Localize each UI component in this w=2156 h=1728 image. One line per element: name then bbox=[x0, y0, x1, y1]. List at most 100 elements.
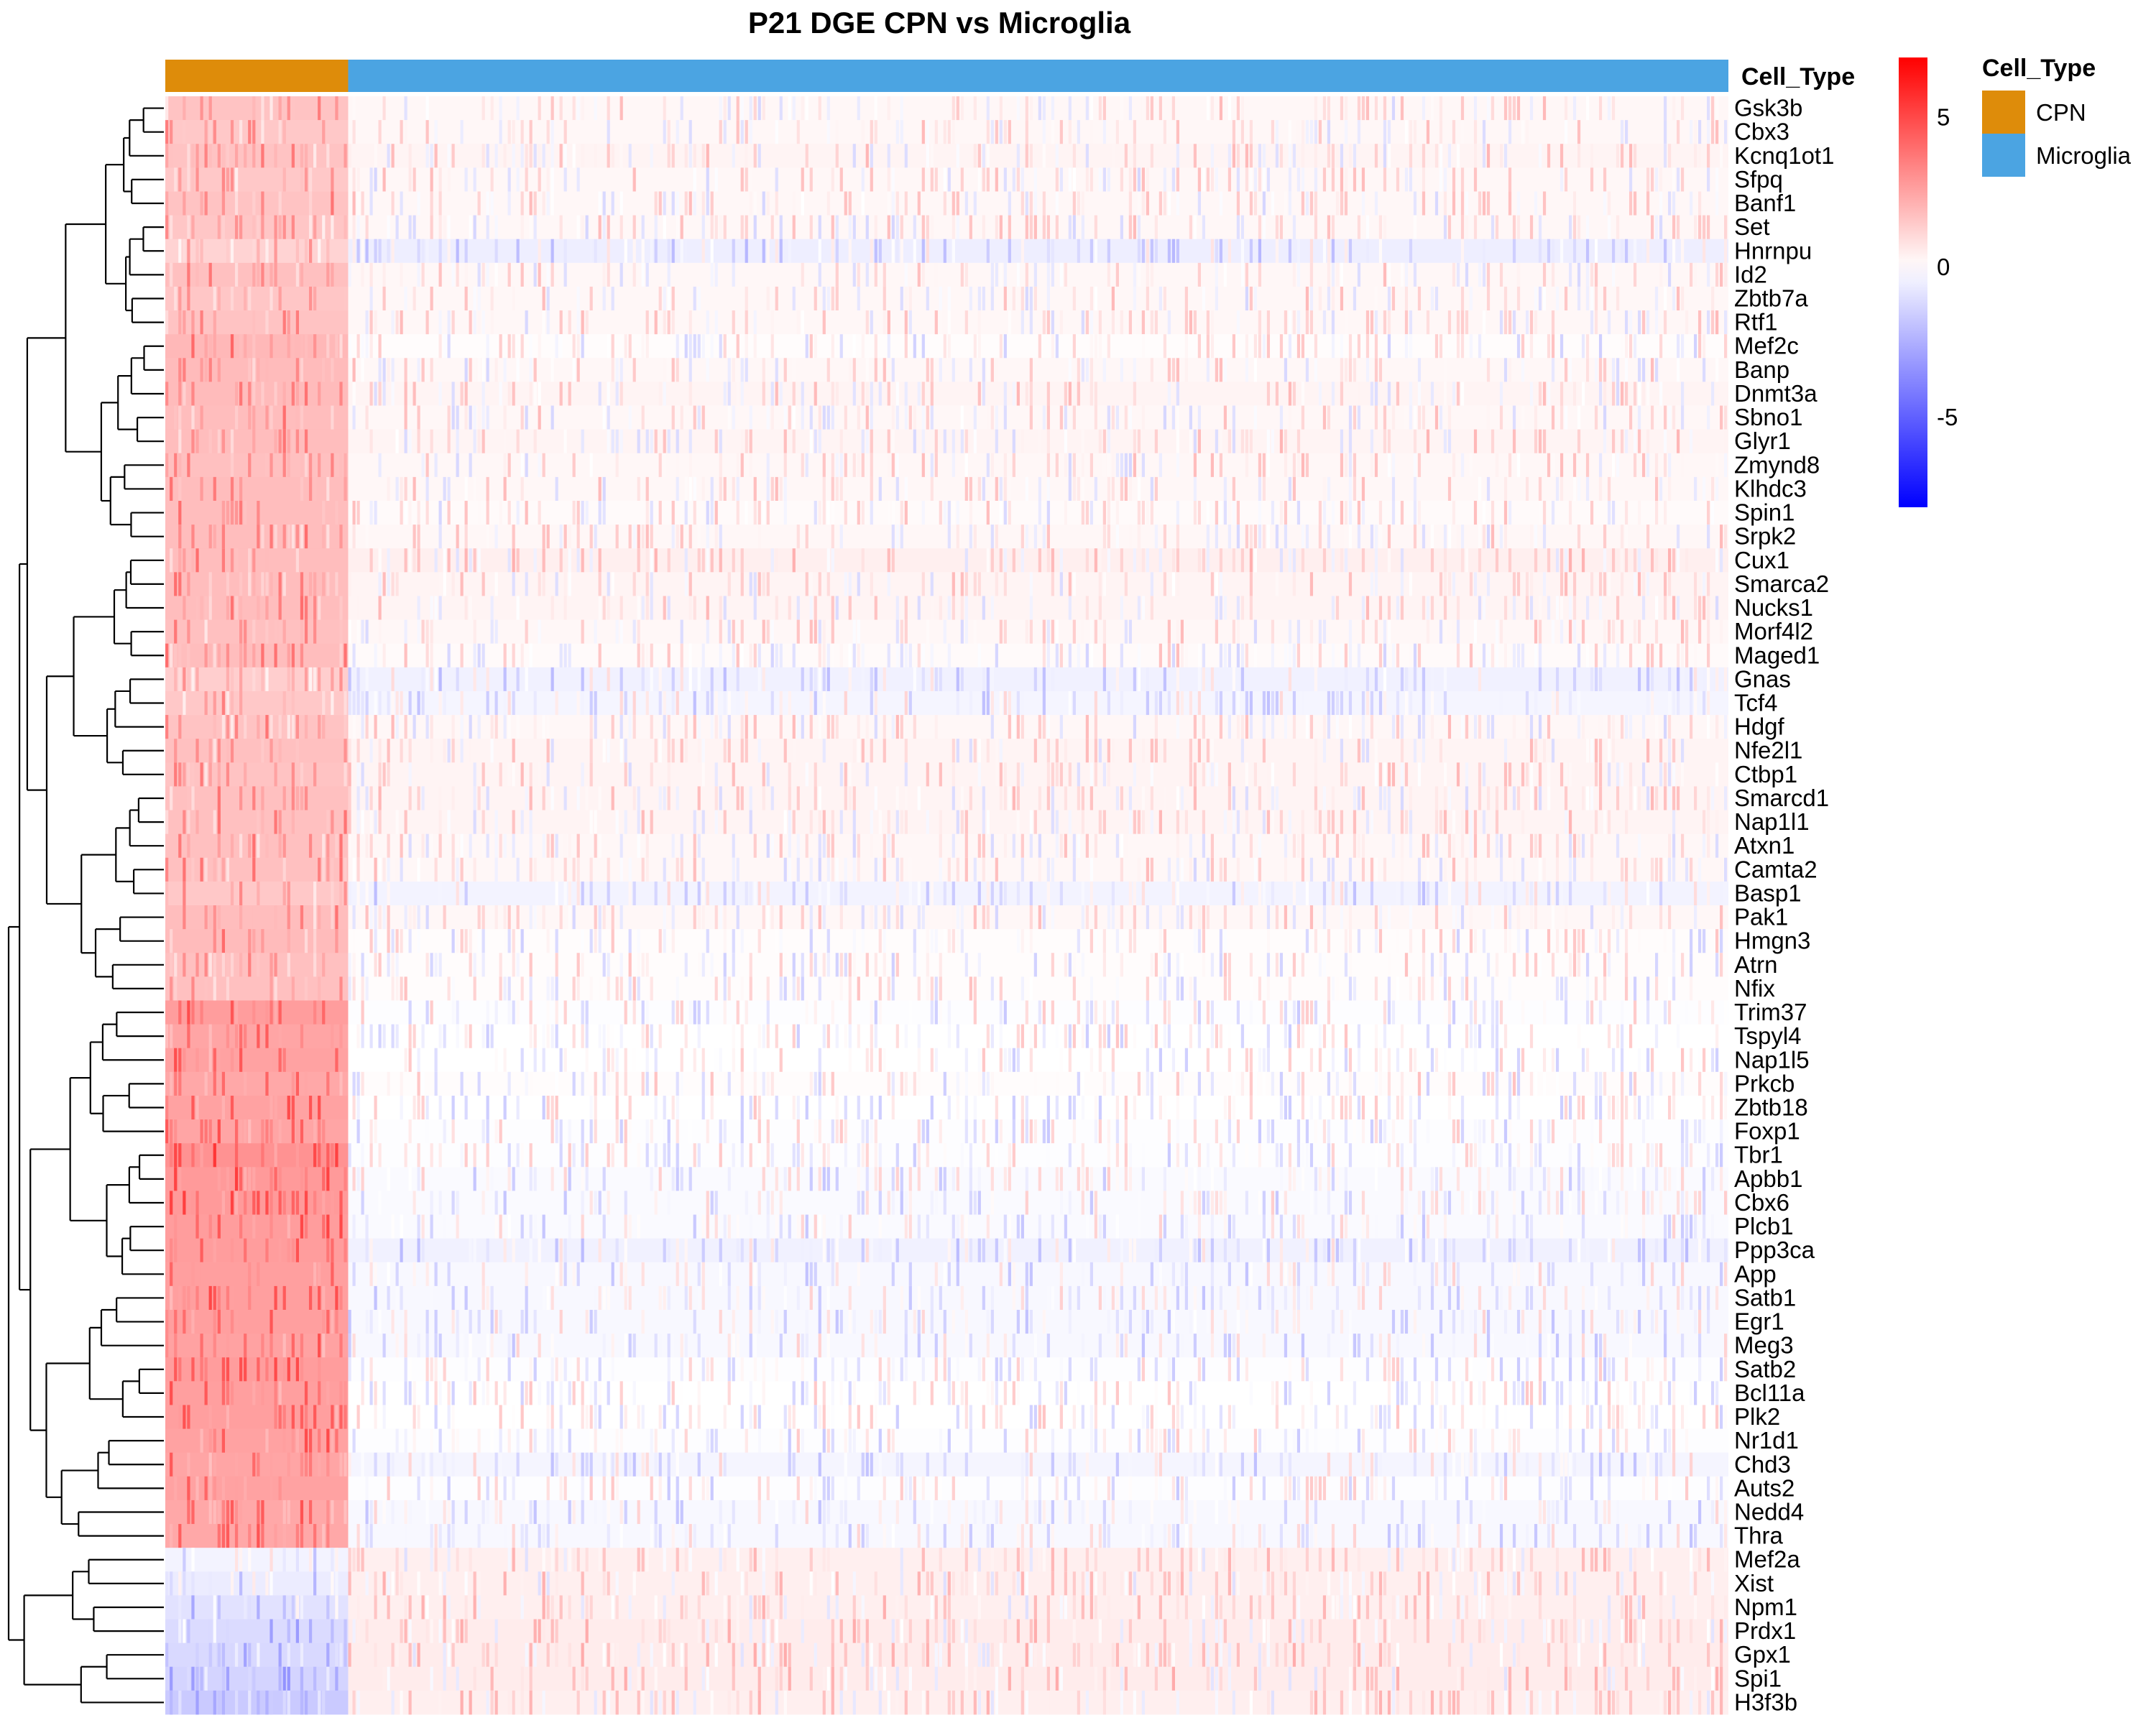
heatmap-cell bbox=[1237, 216, 1240, 240]
heatmap-cell bbox=[668, 715, 671, 739]
heatmap-cell bbox=[767, 477, 770, 502]
heatmap-cell bbox=[767, 287, 770, 311]
heatmap-cell bbox=[391, 572, 394, 596]
heatmap-cell bbox=[1672, 287, 1675, 311]
heatmap-cell bbox=[564, 120, 567, 144]
heatmap-cell bbox=[1565, 929, 1567, 953]
heatmap-cell bbox=[853, 929, 856, 953]
heatmap-cell bbox=[866, 358, 869, 382]
heatmap-cell bbox=[1207, 548, 1210, 573]
heatmap-cell bbox=[1487, 406, 1490, 430]
heatmap-cell bbox=[819, 572, 821, 596]
heatmap-cell bbox=[265, 358, 268, 382]
heatmap-cell bbox=[1375, 406, 1378, 430]
heatmap-cell bbox=[1444, 430, 1447, 454]
heatmap-cell bbox=[1409, 691, 1412, 716]
heatmap-cell bbox=[853, 382, 856, 406]
heatmap-cell bbox=[1401, 762, 1404, 787]
heatmap-cell bbox=[676, 691, 679, 716]
heatmap-cell bbox=[831, 548, 834, 573]
heatmap-cell bbox=[335, 572, 338, 596]
heatmap-row bbox=[165, 501, 1728, 525]
heatmap-cell bbox=[1099, 310, 1102, 335]
heatmap-cell bbox=[849, 667, 852, 692]
heatmap-cell bbox=[187, 287, 190, 311]
heatmap-cell bbox=[573, 358, 576, 382]
heatmap-cell bbox=[1323, 501, 1326, 525]
heatmap-cell bbox=[348, 572, 351, 596]
heatmap-cell bbox=[741, 739, 744, 763]
heatmap-cell bbox=[775, 929, 778, 953]
heatmap-cell bbox=[745, 715, 748, 739]
heatmap-cell bbox=[1332, 501, 1335, 525]
heatmap-cell bbox=[218, 739, 221, 763]
heatmap-cell bbox=[1508, 620, 1511, 644]
heatmap-cell bbox=[287, 96, 290, 121]
heatmap-cell bbox=[1327, 239, 1330, 264]
heatmap-cell bbox=[1293, 382, 1296, 406]
heatmap-cell bbox=[995, 905, 998, 930]
heatmap-cell bbox=[348, 834, 351, 859]
heatmap-cell bbox=[620, 905, 623, 930]
heatmap-cell bbox=[1715, 548, 1718, 573]
heatmap-cell bbox=[1000, 96, 1003, 121]
heatmap-cell bbox=[1176, 167, 1179, 192]
heatmap-cell bbox=[711, 334, 714, 359]
heatmap-cell bbox=[1181, 786, 1184, 810]
heatmap-cell bbox=[1595, 762, 1598, 787]
heatmap-cell bbox=[1302, 525, 1304, 549]
heatmap-cell bbox=[1431, 382, 1434, 406]
heatmap-cell bbox=[1560, 406, 1563, 430]
heatmap-cell bbox=[1086, 834, 1089, 859]
heatmap-cell bbox=[1129, 620, 1132, 644]
heatmap-cell bbox=[827, 501, 830, 525]
heatmap-cell bbox=[1470, 834, 1473, 859]
heatmap-cell bbox=[1690, 667, 1692, 692]
heatmap-cell bbox=[1422, 144, 1425, 168]
heatmap-cell bbox=[870, 905, 873, 930]
heatmap-cell bbox=[400, 120, 402, 144]
heatmap-cell bbox=[170, 644, 172, 668]
heatmap-cell bbox=[758, 501, 761, 525]
heatmap-cell bbox=[1138, 525, 1141, 549]
heatmap-cell bbox=[187, 786, 190, 810]
heatmap-cell bbox=[356, 191, 359, 216]
heatmap-cell bbox=[1194, 810, 1197, 835]
heatmap-cell bbox=[1422, 929, 1425, 953]
heatmap-cell bbox=[1107, 239, 1110, 264]
heatmap-cell bbox=[896, 525, 899, 549]
heatmap-cell bbox=[564, 882, 567, 906]
heatmap-cell bbox=[239, 786, 242, 810]
heatmap-cell bbox=[1677, 667, 1680, 692]
heatmap-cell bbox=[1327, 691, 1330, 716]
heatmap-cell bbox=[1659, 167, 1662, 192]
heatmap-cell bbox=[422, 239, 425, 264]
heatmap-cell bbox=[892, 406, 895, 430]
heatmap-cell bbox=[823, 667, 826, 692]
heatmap-cell bbox=[806, 96, 808, 121]
heatmap-cell bbox=[547, 834, 550, 859]
heatmap-cell bbox=[767, 453, 770, 478]
heatmap-cell bbox=[1271, 191, 1274, 216]
heatmap-cell bbox=[296, 310, 299, 335]
heatmap-cell bbox=[1021, 287, 1024, 311]
heatmap-cell bbox=[426, 477, 429, 502]
heatmap-cell bbox=[685, 191, 688, 216]
heatmap-cell bbox=[594, 525, 597, 549]
heatmap-cell bbox=[1211, 572, 1214, 596]
heatmap-cell bbox=[313, 929, 316, 953]
heatmap-cell bbox=[1142, 96, 1145, 121]
heatmap-cell bbox=[170, 929, 172, 953]
heatmap-cell bbox=[650, 144, 653, 168]
heatmap-cell bbox=[1267, 334, 1270, 359]
heatmap-cell bbox=[226, 739, 229, 763]
heatmap-cell bbox=[1133, 382, 1136, 406]
heatmap-cell bbox=[676, 430, 679, 454]
heatmap-cell bbox=[1517, 786, 1520, 810]
heatmap-cell bbox=[226, 762, 229, 787]
heatmap-cell bbox=[322, 715, 325, 739]
heatmap-cell bbox=[1293, 310, 1296, 335]
heatmap-cell bbox=[1202, 548, 1205, 573]
heatmap-cell bbox=[257, 715, 259, 739]
heatmap-cell bbox=[1202, 929, 1205, 953]
